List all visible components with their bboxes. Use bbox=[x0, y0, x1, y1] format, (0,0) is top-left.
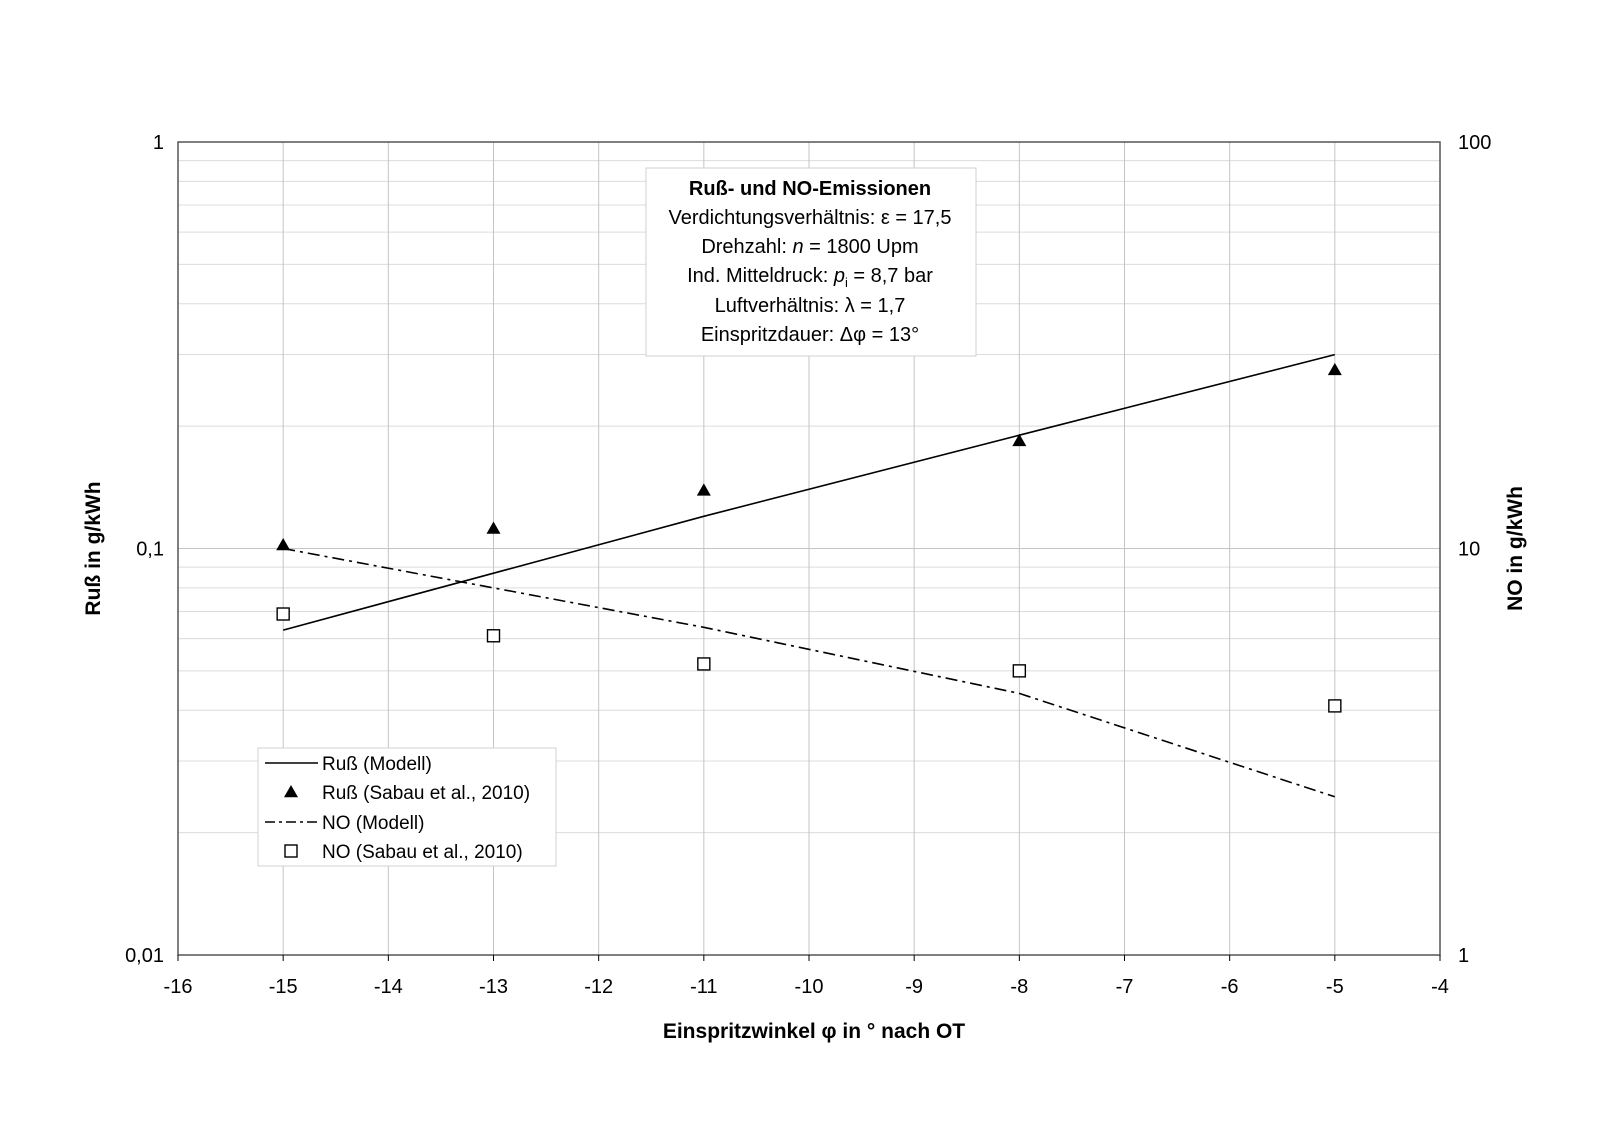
series-3 bbox=[276, 607, 1342, 713]
info-box-line: Verdichtungsverhältnis: ε = 17,5 bbox=[669, 207, 952, 229]
y-axis-left-title: Ruß in g/kWh bbox=[82, 481, 105, 615]
info-box-line: Einspritzdauer: Δφ = 13° bbox=[701, 324, 919, 346]
legend-item: Ruß (Sabau et al., 2010) bbox=[284, 783, 530, 804]
info-symbol: n bbox=[792, 236, 803, 258]
info-text: Ind. Mitteldruck: bbox=[687, 265, 834, 287]
data-point-triangle bbox=[486, 521, 501, 534]
y-right-tick-label: 1 bbox=[1458, 945, 1469, 967]
x-tick-label: -12 bbox=[584, 976, 613, 998]
y-right-tick-label: 10 bbox=[1458, 539, 1480, 561]
series-layer bbox=[276, 353, 1342, 798]
data-point-triangle bbox=[696, 483, 711, 496]
series-2 bbox=[283, 547, 1336, 798]
series-0 bbox=[282, 353, 1335, 631]
info-symbol: p bbox=[833, 265, 845, 287]
x-tick-label: -9 bbox=[905, 976, 923, 998]
info-subscript: i bbox=[845, 275, 848, 290]
info-box-line: Luftverhältnis: λ = 1,7 bbox=[715, 295, 906, 317]
legend-item: Ruß (Modell) bbox=[265, 754, 432, 775]
legend-item: NO (Modell) bbox=[265, 813, 424, 834]
axis-ticks: -16 -15 -14 -13 -12 -11 -10 -9 -8 -7 -6 -5 -4 1 0,1 0,0… bbox=[125, 132, 1491, 998]
data-point-square bbox=[486, 629, 501, 643]
info-box-lines: Verdichtungsverhältnis: ε = 17,5 Drehzahl… bbox=[669, 207, 952, 346]
data-point-square bbox=[1328, 699, 1342, 713]
series-line bbox=[283, 547, 1336, 798]
series-line bbox=[282, 353, 1335, 631]
x-tick-label: -11 bbox=[690, 976, 717, 998]
info-box-line: Ind. Mitteldruck: pi = 8,7 bar bbox=[687, 265, 933, 290]
x-tick-label: -16 bbox=[164, 976, 193, 998]
info-box-frame bbox=[645, 167, 977, 357]
x-tick-label: -5 bbox=[1326, 976, 1344, 998]
x-tick-label: -15 bbox=[269, 976, 298, 998]
info-text: = 8,7 bar bbox=[848, 265, 933, 287]
data-point-triangle bbox=[1327, 362, 1342, 376]
legend-items: Ruß (Modell) Ruß (Sabau et al., 2010) NO (… bbox=[265, 754, 530, 863]
info-text: = 1800 Upm bbox=[804, 236, 919, 258]
info-box: Ruß- und NO-Emissionen Verdichtungsverhä… bbox=[645, 167, 977, 357]
data-point-triangle bbox=[1012, 433, 1027, 447]
legend: Ruß (Modell) Ruß (Sabau et al., 2010) NO (… bbox=[257, 747, 557, 867]
info-box-title: Ruß- und NO-Emissionen bbox=[689, 178, 931, 200]
legend-label: NO (Modell) bbox=[322, 813, 424, 834]
y-axis-right-title: NO in g/kWh bbox=[1504, 486, 1527, 611]
x-tick-label: -7 bbox=[1116, 976, 1134, 998]
y-right-tick-label: 100 bbox=[1458, 132, 1491, 154]
legend-square-swatch bbox=[284, 844, 298, 858]
data-point-square bbox=[1012, 664, 1027, 678]
x-tick-label: -13 bbox=[479, 976, 508, 998]
x-tick-label: -10 bbox=[795, 976, 824, 998]
legend-triangle-swatch bbox=[284, 785, 298, 798]
info-box-line: Drehzahl: n = 1800 Upm bbox=[701, 236, 918, 258]
x-tick-label: -4 bbox=[1431, 976, 1449, 998]
data-point-square bbox=[697, 657, 711, 671]
x-axis-title: Einspritzwinkel φ in ° nach OT bbox=[663, 1020, 965, 1043]
legend-label: NO (Sabau et al., 2010) bbox=[322, 842, 523, 863]
data-point-triangle bbox=[276, 538, 291, 551]
legend-item: NO (Sabau et al., 2010) bbox=[284, 842, 523, 863]
legend-label: Ruß (Sabau et al., 2010) bbox=[322, 783, 530, 804]
y-left-tick-label: 0,01 bbox=[125, 945, 164, 967]
x-tick-label: -8 bbox=[1010, 976, 1028, 998]
y-left-tick-label: 0,1 bbox=[136, 539, 164, 561]
x-tick-label: -14 bbox=[374, 976, 403, 998]
y-left-tick-label: 1 bbox=[153, 132, 164, 154]
x-tick-label: -6 bbox=[1221, 976, 1239, 998]
data-point-square bbox=[276, 607, 290, 621]
info-text: Drehzahl: bbox=[701, 236, 792, 258]
legend-frame bbox=[257, 747, 557, 867]
series-1 bbox=[276, 362, 1342, 551]
legend-label: Ruß (Modell) bbox=[322, 754, 432, 775]
